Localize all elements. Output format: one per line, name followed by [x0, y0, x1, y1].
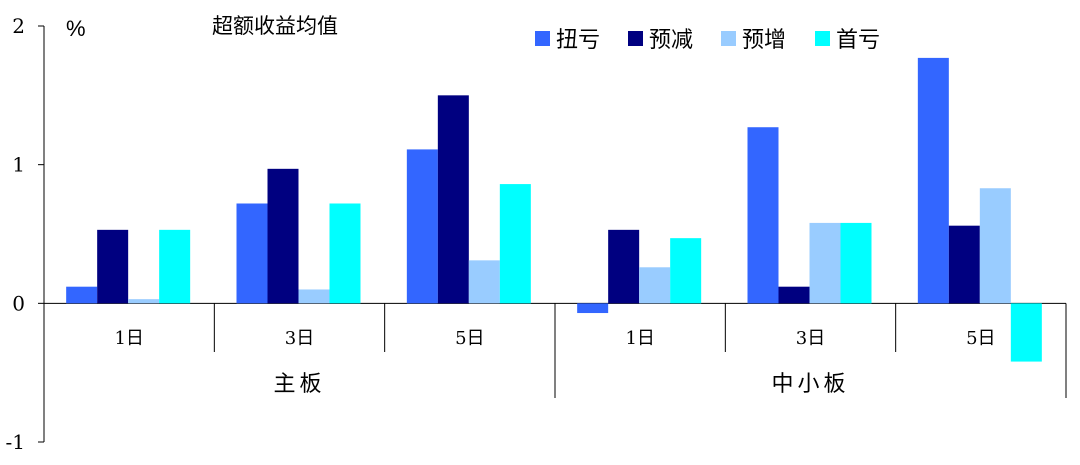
legend-label: 扭亏 — [556, 28, 600, 53]
bar — [1010, 303, 1042, 362]
bar — [608, 229, 640, 304]
x-tick-label: 3日 — [796, 328, 825, 349]
bar — [437, 95, 469, 304]
legend-label: 预减 — [649, 28, 693, 53]
legend-swatch — [628, 31, 643, 46]
x-tick-label: 3日 — [285, 328, 314, 349]
x-tick-label: 5日 — [966, 328, 995, 349]
bar — [747, 127, 779, 304]
bar — [97, 229, 129, 304]
bar — [66, 286, 98, 304]
bar — [809, 222, 841, 304]
bar — [639, 267, 671, 304]
bar — [298, 289, 330, 304]
group-label: 主板 — [273, 372, 325, 397]
bar — [468, 260, 500, 304]
legend-label: 预增 — [742, 28, 786, 53]
labels: % 超额收益均值 — [66, 14, 338, 41]
bar — [236, 203, 268, 304]
legend-swatch — [815, 31, 830, 46]
bar — [948, 225, 980, 304]
bar — [128, 299, 160, 304]
bar — [979, 188, 1011, 304]
legend-label: 首亏 — [836, 28, 880, 53]
bar — [499, 184, 531, 304]
bar — [577, 303, 609, 314]
group-label: 中小板 — [771, 372, 849, 397]
bar — [406, 149, 438, 304]
y-tick-label: 2 — [12, 14, 25, 38]
bars — [66, 57, 1042, 362]
x-tick-label: 5日 — [455, 328, 484, 349]
chart-title: 超额收益均值 — [212, 14, 338, 38]
bar — [329, 203, 361, 304]
x-tick-label: 1日 — [625, 328, 654, 349]
legend-swatch — [721, 31, 736, 46]
bar — [917, 57, 949, 304]
y-tick-label: 0 — [12, 291, 25, 315]
bar — [778, 286, 810, 304]
bar — [159, 229, 191, 304]
bar — [840, 222, 872, 304]
y-unit-label: % — [66, 16, 86, 41]
y-tick-label: 1 — [12, 153, 25, 177]
legend-swatch — [535, 31, 550, 46]
bar — [670, 238, 702, 304]
bar — [267, 168, 299, 304]
legend: 扭亏 预减 预增 首亏 — [535, 28, 880, 53]
y-tick-label: -1 — [6, 430, 25, 454]
x-tick-label: 1日 — [114, 328, 143, 349]
